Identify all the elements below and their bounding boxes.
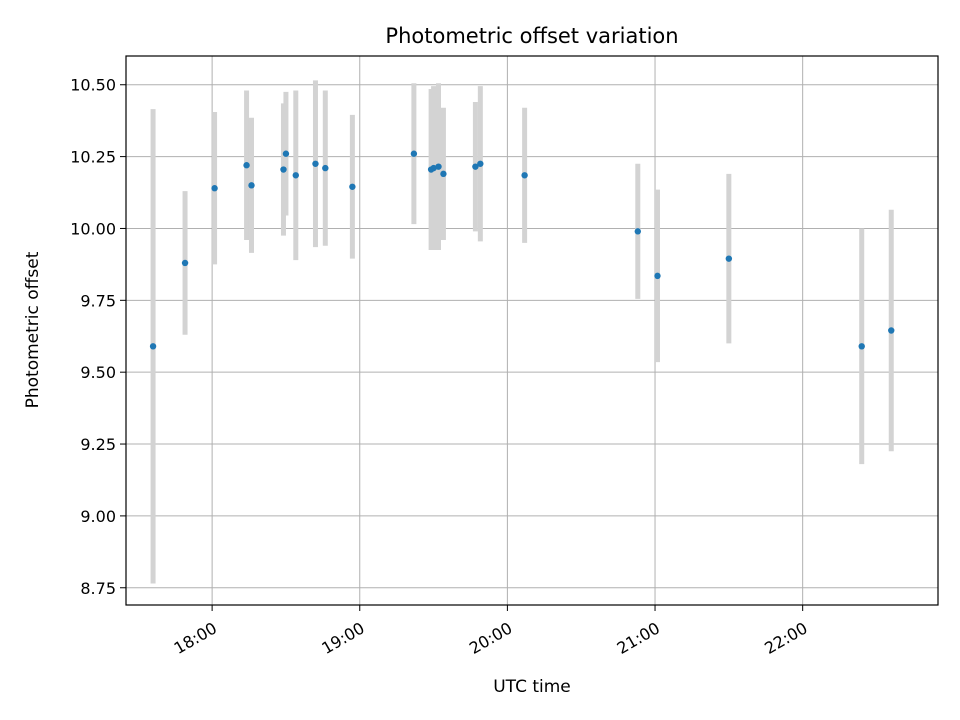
y-axis-ticks: 8.75 9.00 9.25 9.50 9.75 10.00 10.25 10.50 [70, 76, 126, 598]
y-tick-label: 10.00 [70, 219, 116, 238]
y-tick-label: 10.25 [70, 148, 116, 167]
plot-frame [125, 55, 939, 606]
data-point [521, 172, 528, 179]
data-point [435, 163, 442, 170]
data-point [440, 170, 447, 178]
data-point [634, 228, 642, 235]
y-tick-label: 9.50 [80, 363, 116, 382]
x-axis-label: UTC time [493, 677, 571, 697]
data-point [280, 166, 287, 173]
data-point [472, 163, 479, 170]
y-axis-label: Photometric offset [23, 251, 43, 408]
data-point [292, 172, 299, 179]
data-points [149, 150, 895, 350]
data-point [181, 259, 189, 267]
data-point [477, 160, 484, 167]
data-point [149, 343, 157, 350]
y-tick-label: 9.75 [80, 291, 116, 310]
data-point [322, 164, 329, 172]
data-point [410, 150, 418, 157]
y-tick-label: 9.25 [80, 435, 116, 454]
data-point [312, 160, 319, 167]
data-point [654, 272, 661, 280]
y-tick-label: 9.00 [80, 507, 116, 526]
data-point [858, 343, 865, 350]
data-point [888, 327, 895, 334]
data-point [430, 164, 437, 172]
y-tick-label: 8.75 [80, 579, 116, 598]
chart-title: Photometric offset variation [385, 24, 678, 48]
data-point [211, 185, 218, 192]
y-tick-label: 10.50 [70, 76, 116, 95]
data-point [282, 150, 290, 157]
data-point [725, 255, 733, 262]
data-point [248, 182, 255, 189]
data-point [349, 183, 356, 190]
data-point [243, 162, 250, 169]
